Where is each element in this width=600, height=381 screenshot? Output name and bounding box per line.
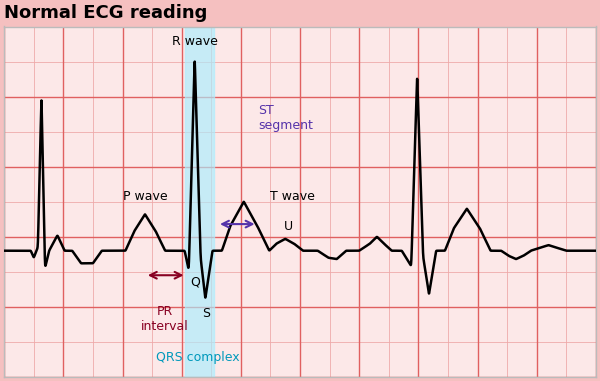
Text: R wave: R wave — [172, 35, 218, 48]
Text: P wave: P wave — [122, 190, 167, 203]
Text: ST
segment: ST segment — [259, 104, 313, 131]
Text: Q: Q — [190, 275, 200, 288]
Text: U: U — [284, 220, 293, 233]
Text: PR
interval: PR interval — [141, 305, 189, 333]
Text: QRS complex: QRS complex — [156, 351, 239, 364]
Text: S: S — [203, 307, 211, 320]
Text: T wave: T wave — [271, 190, 315, 203]
Text: Normal ECG reading: Normal ECG reading — [4, 4, 208, 22]
Bar — [185, 27, 214, 377]
